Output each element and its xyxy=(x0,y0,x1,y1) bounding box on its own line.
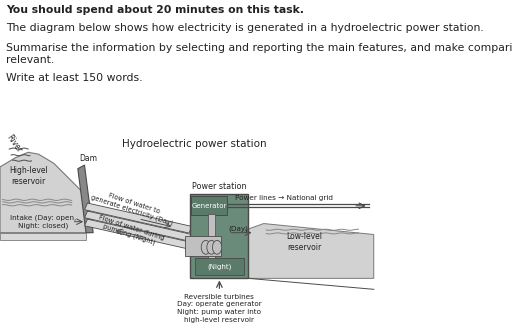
Text: relevant.: relevant. xyxy=(6,55,54,65)
Text: Flow of water to
generate electricity (Day): Flow of water to generate electricity (D… xyxy=(90,187,176,227)
Text: Dam: Dam xyxy=(79,153,97,162)
Bar xyxy=(185,236,221,256)
Text: Generator: Generator xyxy=(191,203,227,209)
Text: Flow of water during
pumping (Night): Flow of water during pumping (Night) xyxy=(96,214,165,248)
Polygon shape xyxy=(84,203,192,233)
Text: (Night): (Night) xyxy=(207,263,231,270)
Bar xyxy=(190,194,248,278)
Text: Power lines → National grid: Power lines → National grid xyxy=(235,195,333,201)
Ellipse shape xyxy=(207,240,216,254)
Polygon shape xyxy=(78,165,93,233)
Text: You should spend about 20 minutes on this task.: You should spend about 20 minutes on thi… xyxy=(6,5,304,15)
Text: Summarise the information by selecting and reporting the main features, and make: Summarise the information by selecting a… xyxy=(6,43,512,53)
Text: Hydroelectric power station: Hydroelectric power station xyxy=(122,139,267,149)
Bar xyxy=(208,214,215,262)
Polygon shape xyxy=(0,233,86,240)
Text: The diagram below shows how electricity is generated in a hydroelectric power st: The diagram below shows how electricity … xyxy=(6,23,484,34)
Text: High-level
reservoir: High-level reservoir xyxy=(9,166,48,186)
Polygon shape xyxy=(0,152,90,233)
Polygon shape xyxy=(84,219,192,249)
Text: Low-level
reservoir: Low-level reservoir xyxy=(287,232,323,252)
Text: Reversible turbines
Day: operate generator
Night: pump water into
high-level res: Reversible turbines Day: operate generat… xyxy=(177,294,262,323)
Ellipse shape xyxy=(201,240,210,254)
Text: River: River xyxy=(5,133,24,155)
Text: Intake (Day: open,
Night: closed): Intake (Day: open, Night: closed) xyxy=(10,214,77,229)
Polygon shape xyxy=(84,211,192,241)
Polygon shape xyxy=(248,223,374,278)
Bar xyxy=(195,258,244,275)
Bar xyxy=(191,196,227,215)
Text: Write at least 150 words.: Write at least 150 words. xyxy=(6,73,143,83)
Text: Power station: Power station xyxy=(192,182,247,191)
Text: (Day): (Day) xyxy=(229,226,249,232)
Ellipse shape xyxy=(212,240,222,254)
